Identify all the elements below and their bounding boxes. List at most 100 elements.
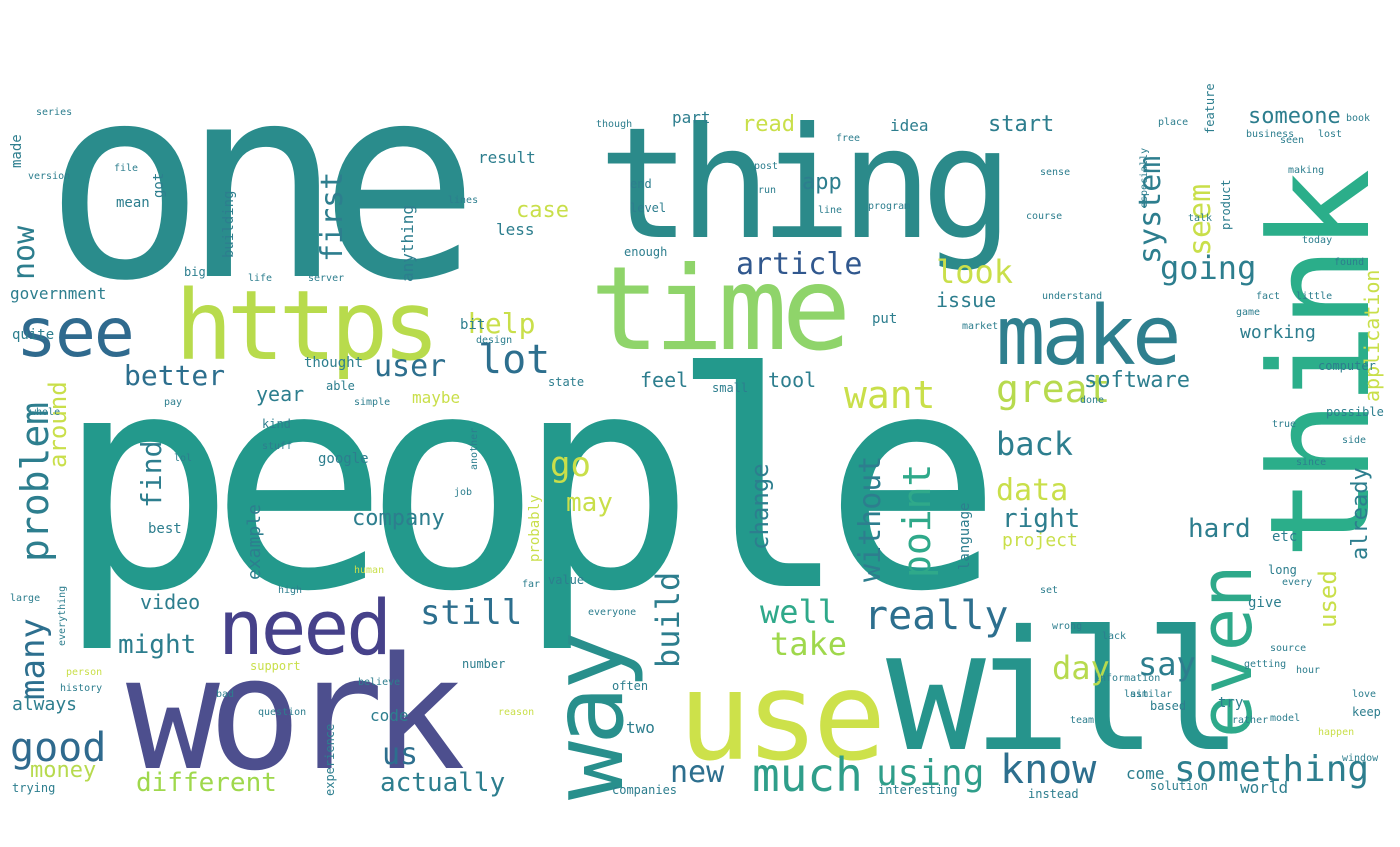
word-much: much (752, 748, 863, 802)
word-use: use (678, 646, 886, 788)
word-using: using (876, 753, 985, 794)
word-bad: bad (216, 689, 235, 700)
word-especially: especially (1139, 147, 1150, 208)
word-right: right (1002, 504, 1081, 534)
word-possible: possible (1326, 405, 1384, 419)
word-place: place (1158, 117, 1189, 128)
word-different: different (136, 768, 277, 798)
word-value: value (548, 573, 585, 587)
word-case: case (516, 198, 569, 223)
word-file: file (114, 163, 139, 174)
word-book: book (1346, 113, 1371, 124)
word-reason: reason (498, 707, 535, 718)
word-side: side (1342, 435, 1367, 446)
word-history: history (60, 683, 103, 694)
word-everything: everything (57, 585, 68, 646)
word-talk: talk (1188, 213, 1213, 224)
word-lines: lines (448, 195, 479, 206)
word-https: https (175, 270, 440, 382)
word-building: building (221, 190, 237, 258)
word-state: state (548, 375, 585, 389)
word-lack: lack (1102, 631, 1127, 642)
word-without: without (853, 455, 888, 582)
word-understand: understand (1042, 291, 1103, 302)
word-making: making (1288, 165, 1325, 176)
word-since: since (1296, 457, 1327, 468)
word-world: world (1240, 778, 1289, 797)
word-probably: probably (527, 494, 543, 562)
word-part: part (672, 108, 711, 127)
word-see: see (16, 294, 135, 373)
word-mean: mean (116, 195, 150, 211)
word-post: post (754, 161, 779, 172)
word-well: well (760, 593, 838, 631)
word-way: way (532, 634, 646, 800)
word-today: today (1302, 235, 1333, 246)
word-level: level (630, 201, 667, 215)
word-better: better (124, 359, 226, 392)
word-year: year (256, 382, 305, 406)
word-data: data (996, 473, 1069, 508)
word-point: point (895, 463, 939, 578)
word-human: human (354, 565, 385, 576)
word-rather: rather (1232, 715, 1269, 726)
word-series: series (36, 107, 73, 118)
word-based: based (1150, 699, 1187, 713)
word-design: design (476, 335, 513, 346)
word-business: business (1246, 129, 1295, 140)
word-back: back (996, 425, 1074, 463)
word-little: little (1296, 291, 1333, 302)
word-feature: feature (1203, 83, 1217, 134)
word-love: love (1352, 689, 1377, 700)
word-trying: trying (12, 781, 56, 795)
word-lost: lost (1318, 129, 1343, 140)
word-still: still (420, 593, 523, 633)
word-large: large (10, 593, 41, 604)
word-far: far (522, 579, 541, 590)
word-even: even (1184, 564, 1268, 738)
word-companies: companies (612, 783, 678, 797)
word-number: number (462, 657, 506, 671)
word-sense: sense (1040, 167, 1071, 178)
word-work: work (126, 623, 466, 805)
word-course: course (1026, 211, 1063, 222)
word-user: user (374, 349, 447, 384)
word-need: need (218, 583, 392, 672)
word-run: run (758, 185, 777, 196)
word-best: best (148, 521, 182, 537)
word-language: language (957, 502, 973, 570)
word-look: look (936, 253, 1014, 291)
word-already: already (1348, 467, 1373, 560)
word-google: google (318, 451, 369, 467)
word-change: change (746, 463, 774, 550)
word-wrong: wrong (1052, 621, 1083, 632)
word-time: time (590, 242, 851, 377)
word-actually: actually (380, 768, 506, 798)
word-etc: etc (1272, 529, 1298, 545)
word-new: new (670, 755, 725, 790)
word-money: money (30, 758, 97, 783)
word-two: two (626, 718, 655, 737)
word-may: may (566, 488, 613, 518)
word-instead: instead (1028, 787, 1079, 801)
word-put: put (872, 311, 898, 327)
word-give: give (1248, 595, 1282, 611)
word-always: always (12, 694, 78, 715)
word-example: example (244, 504, 265, 580)
word-getting: getting (1244, 659, 1287, 670)
word-around: around (44, 381, 72, 468)
word-one: one (44, 28, 480, 340)
word-idea: idea (890, 116, 929, 135)
word-try: try (1218, 695, 1244, 711)
word-happen: happen (1318, 727, 1355, 738)
word-going: going (1160, 249, 1257, 287)
word-software: software (1084, 368, 1190, 393)
word-kind: kind (262, 417, 291, 431)
word-program: program (868, 201, 911, 212)
word-know: know (1000, 747, 1097, 793)
word-job: job (454, 487, 473, 498)
word-find: find (135, 440, 168, 508)
word-article: article (736, 247, 863, 282)
word-many: many (13, 618, 53, 700)
